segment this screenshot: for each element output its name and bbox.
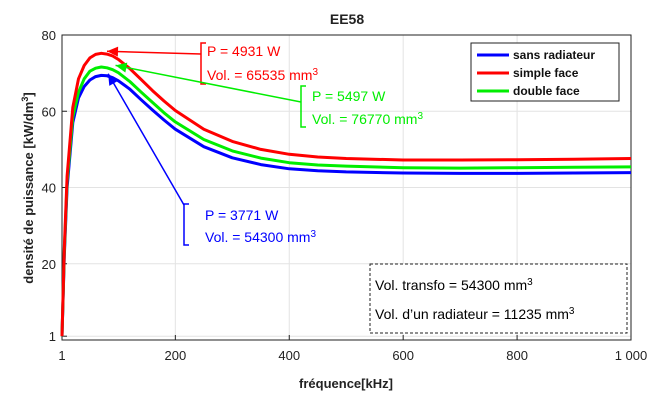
series-line-simple-face [60, 51, 632, 337]
annotation-double-face-line2-sup: 3 [417, 111, 423, 122]
y-tick-label: 80 [42, 28, 56, 43]
series-line-double-face [60, 65, 632, 337]
y-axis-label-main: densité de puissance [kW/dm [21, 102, 36, 284]
y-tick-label: 40 [42, 181, 56, 196]
annotation-sans-radiateur-line2: Vol. = 54300 mm3 [205, 229, 316, 246]
annotation-simple-face: P = 4931 W Vol. = 65535 mm3 [106, 42, 318, 85]
y-axis-ticks: 1 20 40 60 80 [42, 28, 67, 344]
x-axis-ticks: 1 200 400 600 800 1 000 [58, 335, 647, 363]
legend-label-double-face: double face [513, 84, 580, 98]
annotation-simple-face-line2-main: Vol. = 65535 mm [207, 67, 312, 83]
annotation-simple-face-arrowhead [106, 46, 119, 57]
info-box: Vol. transfo = 54300 mm3 Vol. d’un radia… [369, 263, 628, 334]
x-tick-label: 1 [58, 348, 65, 363]
x-tick-label: 400 [278, 348, 300, 363]
annotation-double-face-arrowhead [115, 62, 128, 73]
annotation-sans-radiateur-line1: P = 3771 W [205, 207, 279, 223]
y-tick-label: 20 [42, 257, 56, 272]
info-box-frame [369, 263, 628, 334]
x-axis-label: fréquence[kHz] [299, 376, 393, 391]
annotation-double-face-bracket [300, 85, 306, 128]
x-tick-label: 600 [392, 348, 414, 363]
info-box-line2: Vol. d’un radiateur = 11235 mm3 [375, 306, 575, 323]
annotation-sans-radiateur-bracket [183, 203, 189, 246]
annotation-simple-face-arrow [106, 50, 202, 55]
legend-label-sans-radiateur: sans radiateur [513, 48, 595, 62]
y-tick-label: 1 [49, 329, 56, 344]
annotation-sans-radiateur-line2-sup: 3 [310, 229, 316, 240]
annotation-simple-face-line1: P = 4931 W [207, 43, 281, 59]
annotation-simple-face-bracket [200, 42, 206, 85]
series-group [60, 51, 632, 337]
annotation-sans-radiateur: P = 3771 W Vol. = 54300 mm3 [107, 73, 316, 246]
info-box-line1-sup: 3 [527, 277, 533, 288]
chart-title: EE58 [330, 11, 364, 27]
y-tick-label: 60 [42, 104, 56, 119]
info-box-line1: Vol. transfo = 54300 mm3 [375, 277, 533, 294]
y-axis-label: densité de puissance [kW/dm3] [20, 92, 36, 283]
annotation-double-face-line2: Vol. = 76770 mm3 [312, 111, 423, 128]
info-box-line2-sup: 3 [569, 306, 575, 317]
x-tick-label: 1 000 [615, 348, 648, 363]
annotation-double-face: P = 5497 W Vol. = 76770 mm3 [115, 62, 423, 128]
annotation-sans-radiateur-arrow [107, 73, 185, 206]
annotation-double-face-arrow [115, 64, 302, 103]
series-line-sans-radiateur [60, 73, 632, 337]
legend: sans radiateur simple face double face [470, 42, 620, 102]
info-box-line2-main: Vol. d’un radiateur = 11235 mm [375, 306, 569, 322]
annotation-double-face-line2-main: Vol. = 76770 mm [312, 111, 417, 127]
info-box-line1-main: Vol. transfo = 54300 mm [375, 277, 527, 293]
annotation-simple-face-line2-sup: 3 [312, 67, 318, 78]
annotation-sans-radiateur-line2-main: Vol. = 54300 mm [205, 229, 310, 245]
x-tick-label: 800 [506, 348, 528, 363]
y-axis-label-sup: 3 [20, 97, 30, 102]
y-axis-label-end: ] [21, 92, 36, 96]
legend-label-simple-face: simple face [513, 66, 579, 80]
annotation-double-face-line1: P = 5497 W [312, 88, 386, 104]
x-tick-label: 200 [164, 348, 186, 363]
annotation-simple-face-line2: Vol. = 65535 mm3 [207, 67, 318, 84]
annotation-sans-radiateur-arrowhead [108, 73, 118, 86]
